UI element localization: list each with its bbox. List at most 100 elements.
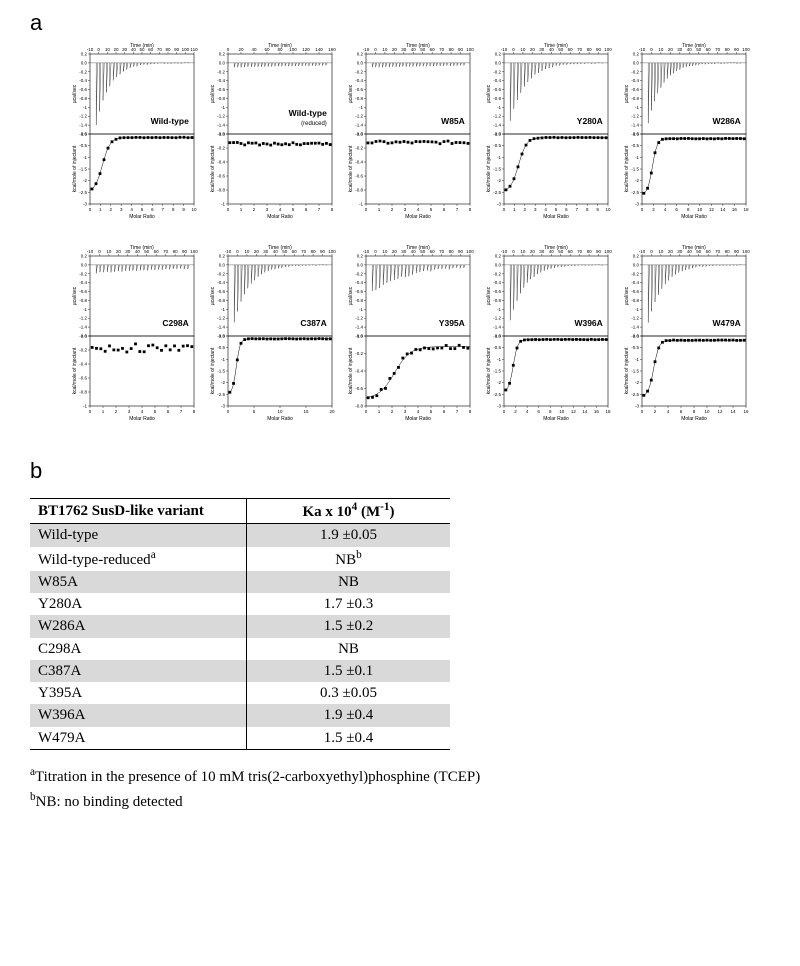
svg-text:90: 90 [174, 47, 180, 52]
svg-text:40: 40 [549, 47, 555, 52]
svg-text:4: 4 [417, 207, 420, 212]
svg-text:-0.2: -0.2 [79, 69, 87, 74]
svg-text:-0.8: -0.8 [217, 96, 225, 101]
table-col1-header: BT1762 SusD-like variant [30, 499, 247, 524]
svg-text:-1: -1 [497, 105, 501, 110]
svg-text:Y395A: Y395A [439, 318, 465, 328]
svg-text:4: 4 [526, 409, 529, 414]
itc-chart: Time (min)-100102030405060708090100-1.6-… [484, 244, 612, 434]
svg-text:0.0: 0.0 [81, 262, 88, 267]
variant-cell: Y395A [30, 682, 247, 704]
svg-text:0: 0 [650, 47, 653, 52]
svg-text:2: 2 [514, 409, 517, 414]
svg-text:20: 20 [530, 249, 536, 254]
svg-text:-1.5: -1.5 [79, 167, 87, 172]
svg-text:0.0: 0.0 [633, 60, 640, 65]
svg-text:-3: -3 [83, 202, 87, 207]
svg-text:-1.4: -1.4 [493, 325, 501, 330]
ka-cell: 1.9 ±0.4 [247, 704, 451, 726]
svg-text:10: 10 [277, 409, 283, 414]
svg-text:50: 50 [558, 47, 564, 52]
svg-text:6: 6 [565, 207, 568, 212]
svg-text:2: 2 [110, 207, 113, 212]
svg-text:0: 0 [374, 47, 377, 52]
svg-text:-0.5: -0.5 [631, 345, 639, 350]
table-row: C298ANB [30, 638, 450, 660]
svg-text:0: 0 [236, 249, 239, 254]
svg-text:40: 40 [687, 47, 693, 52]
svg-text:6: 6 [305, 207, 308, 212]
svg-text:-0.8: -0.8 [79, 298, 87, 303]
svg-text:3: 3 [534, 207, 537, 212]
svg-text:-1.4: -1.4 [631, 123, 639, 128]
svg-text:4: 4 [667, 409, 670, 414]
svg-text:7: 7 [180, 409, 183, 414]
table-col2-header: Ka x 104 (M-1) [247, 499, 451, 524]
svg-text:µcal/sec: µcal/sec [486, 286, 492, 305]
svg-text:160: 160 [328, 47, 336, 52]
svg-text:60: 60 [706, 249, 712, 254]
svg-text:-2: -2 [497, 178, 501, 183]
ka-cell: 1.9 ±0.05 [247, 524, 451, 547]
svg-text:-1.4: -1.4 [355, 123, 363, 128]
svg-text:-1.4: -1.4 [217, 123, 225, 128]
svg-text:0.0: 0.0 [219, 132, 226, 137]
svg-text:10: 10 [559, 409, 565, 414]
svg-text:40: 40 [135, 249, 141, 254]
svg-text:-0.4: -0.4 [79, 362, 87, 367]
svg-text:0: 0 [650, 249, 653, 254]
svg-text:-0.8: -0.8 [355, 298, 363, 303]
svg-text:-1.5: -1.5 [631, 167, 639, 172]
svg-text:90: 90 [596, 249, 602, 254]
svg-text:8: 8 [687, 207, 690, 212]
svg-text:10: 10 [520, 47, 526, 52]
svg-text:-1.2: -1.2 [631, 316, 639, 321]
svg-text:-3: -3 [497, 202, 501, 207]
svg-text:10: 10 [191, 207, 197, 212]
itc-chart: Time (min)020406080100120140160-1.6-1.4-… [208, 42, 336, 232]
svg-text:-0.5: -0.5 [79, 143, 87, 148]
svg-text:-10: -10 [363, 249, 370, 254]
panel-b-label: b [30, 458, 770, 484]
svg-text:W85A: W85A [441, 116, 465, 126]
svg-text:20: 20 [668, 47, 674, 52]
itc-chart: Time (min)-100102030405060708090100-1.6-… [346, 42, 474, 232]
svg-text:-0.6: -0.6 [355, 289, 363, 294]
svg-text:3: 3 [404, 207, 407, 212]
svg-text:0: 0 [641, 409, 644, 414]
svg-text:50: 50 [558, 249, 564, 254]
svg-text:Y280A: Y280A [577, 116, 603, 126]
svg-text:-1.2: -1.2 [79, 114, 87, 119]
svg-text:5: 5 [430, 207, 433, 212]
svg-text:5: 5 [430, 409, 433, 414]
svg-text:60: 60 [292, 249, 298, 254]
svg-text:30: 30 [125, 249, 131, 254]
svg-text:40: 40 [131, 47, 137, 52]
svg-text:µcal/sec: µcal/sec [72, 84, 78, 103]
svg-text:-0.4: -0.4 [217, 78, 225, 83]
svg-text:-0.6: -0.6 [217, 174, 225, 179]
svg-text:-10: -10 [225, 249, 232, 254]
svg-text:-0.2: -0.2 [355, 146, 363, 151]
svg-text:70: 70 [157, 47, 163, 52]
svg-text:100: 100 [289, 47, 297, 52]
svg-text:12: 12 [717, 409, 723, 414]
svg-text:10: 10 [106, 249, 112, 254]
table-footnotes: aTitration in the presence of 10 mM tris… [30, 764, 770, 814]
svg-text:-0.8: -0.8 [631, 298, 639, 303]
svg-text:10: 10 [520, 249, 526, 254]
binding-constants-table: BT1762 SusD-like variant Ka x 104 (M-1) … [30, 498, 450, 750]
svg-text:-1: -1 [221, 357, 225, 362]
svg-text:-1: -1 [635, 155, 639, 160]
svg-text:Molar Ratio: Molar Ratio [267, 214, 293, 220]
svg-text:µcal/sec: µcal/sec [348, 286, 354, 305]
svg-text:-2.5: -2.5 [631, 392, 639, 397]
svg-text:-1.2: -1.2 [355, 114, 363, 119]
svg-text:3: 3 [128, 409, 131, 414]
svg-text:0: 0 [97, 47, 100, 52]
svg-text:90: 90 [596, 47, 602, 52]
table-row: C387A1.5 ±0.1 [30, 660, 450, 682]
svg-text:-0.4: -0.4 [355, 160, 363, 165]
svg-text:90: 90 [734, 47, 740, 52]
svg-text:30: 30 [539, 47, 545, 52]
